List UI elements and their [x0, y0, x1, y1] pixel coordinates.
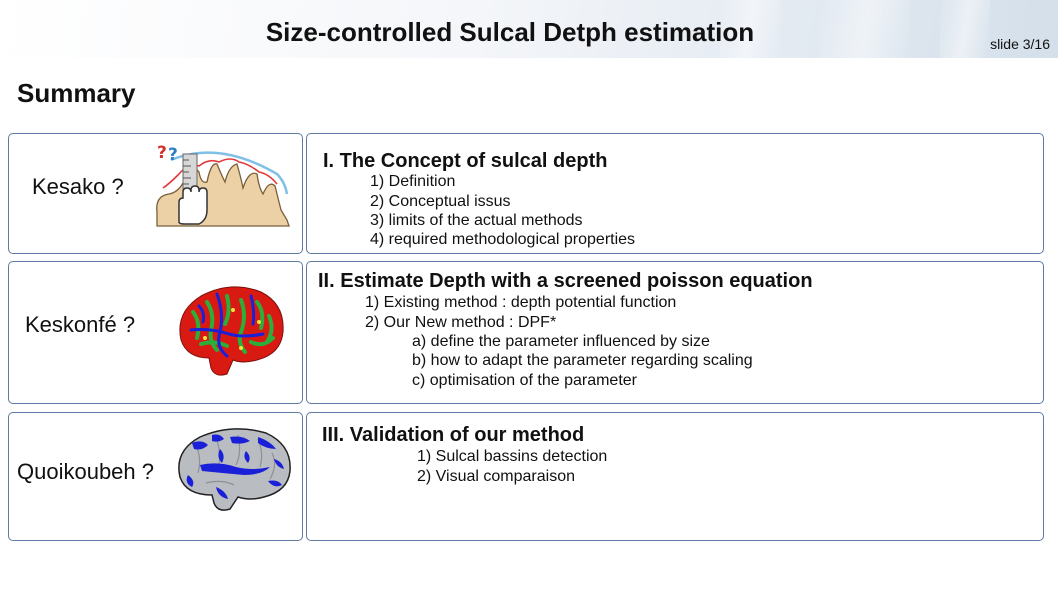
question-label: Keskonfé ? [25, 312, 136, 337]
svg-text:?: ? [157, 144, 167, 163]
section-item: 1) Existing method : depth potential fun… [365, 294, 677, 311]
section-item: 2) Conceptual issus [370, 193, 511, 210]
brain-colormap-icon [179, 286, 284, 376]
section-subitem: c) optimisation of the parameter [412, 372, 637, 389]
question-label: Quoikoubeh ? [17, 459, 154, 484]
section-title: II. Estimate Depth with a screened poiss… [318, 270, 813, 292]
question-box-kesako: Kesako ? ? ? [8, 133, 303, 254]
header-decoration [940, 0, 990, 58]
section-item: 2) Our New method : DPF* [365, 314, 557, 331]
section-box-2: II. Estimate Depth with a screened poiss… [306, 261, 1044, 404]
page-title: Summary [17, 78, 136, 108]
slide-title: Size-controlled Sulcal Detph estimation [265, 17, 755, 47]
section-item: 1) Definition [370, 173, 456, 190]
section-subitem: a) define the parameter influenced by si… [412, 333, 710, 350]
question-label: Kesako ? [32, 174, 124, 199]
question-box-keskonfe: Keskonfé ? [8, 261, 303, 404]
section-item: 4) required methodological properties [370, 231, 636, 248]
section-item: 1) Sulcal bassins detection [417, 448, 608, 465]
section-item: 3) limits of the actual methods [370, 212, 583, 229]
header-decoration [820, 0, 910, 58]
brain-basins-icon [178, 428, 291, 511]
header-decoration [720, 0, 780, 58]
section-subitem: b) how to adapt the parameter regarding … [412, 352, 753, 369]
slide-header: Size-controlled Sulcal Detph estimation … [0, 0, 1058, 58]
question-box-quoikoubeh: Quoikoubeh ? [8, 412, 303, 541]
brain-section-ruler-icon: ? ? [156, 144, 290, 227]
section-title: III. Validation of our method [322, 424, 585, 446]
svg-text:?: ? [168, 145, 178, 165]
section-box-1: I. The Concept of sulcal depth 1) Defini… [306, 133, 1044, 254]
slide-number: slide 3/16 [990, 36, 1050, 52]
section-item: 2) Visual comparaison [417, 468, 576, 485]
section-title: I. The Concept of sulcal depth [323, 150, 608, 172]
section-box-3: III. Validation of our method 1) Sulcal … [306, 412, 1044, 541]
